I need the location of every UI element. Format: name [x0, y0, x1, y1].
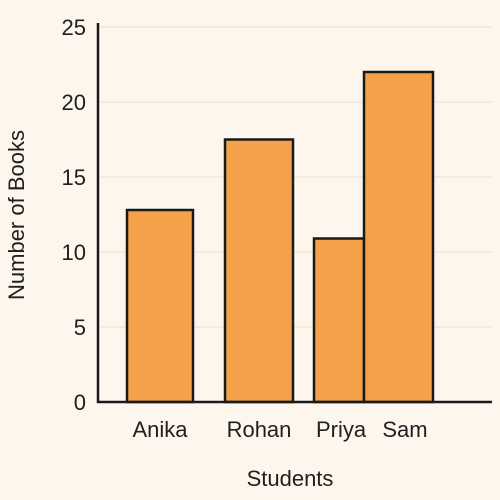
bar-sam	[362, 70, 435, 404]
y-tick-label: 10	[62, 240, 86, 265]
x-category-label: Priya	[316, 417, 367, 442]
bar-rohan	[223, 138, 295, 404]
y-tick-label: 0	[74, 390, 86, 415]
y-axis-title: Number of Books	[4, 130, 29, 300]
y-tick-label: 25	[62, 15, 86, 40]
x-category-labels: Anika Rohan Priya Sam	[132, 417, 427, 442]
x-axis-title: Students	[247, 466, 334, 491]
bar-anika	[125, 208, 195, 404]
y-tick-label: 15	[62, 165, 86, 190]
x-category-label: Anika	[132, 417, 188, 442]
y-tick-label: 20	[62, 90, 86, 115]
y-tick-labels: 0 5 10 15 20 25	[62, 15, 86, 415]
bar-priya	[312, 237, 366, 404]
x-category-label: Sam	[382, 417, 427, 442]
y-tick-label: 5	[74, 315, 86, 340]
axes	[96, 23, 492, 404]
x-category-label: Rohan	[227, 417, 292, 442]
bars	[125, 70, 435, 404]
